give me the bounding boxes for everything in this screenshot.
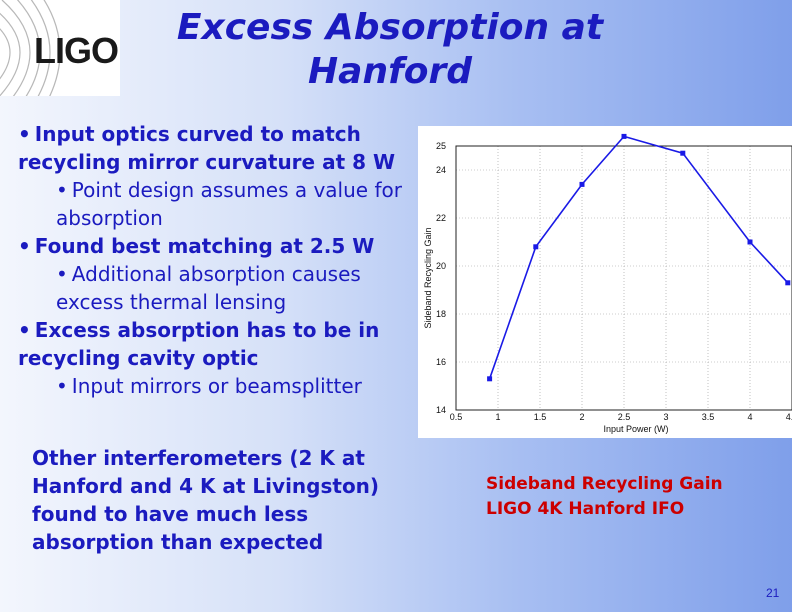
chart-caption: Sideband Recycling Gain LIGO 4K Hanford … <box>486 472 723 522</box>
data-point <box>487 376 493 382</box>
x-tick-label: 3.5 <box>702 412 715 422</box>
x-tick-label: 3 <box>663 412 668 422</box>
plot-frame <box>455 145 792 411</box>
y-axis-label: Sideband Recycling Gain <box>423 227 433 328</box>
x-tick-label: 1.5 <box>534 412 547 422</box>
series-line <box>488 135 789 380</box>
bullet-item: • Input optics curved to match recycling … <box>18 122 396 174</box>
y-tick-label: 14 <box>436 405 446 415</box>
x-axis-label: Input Power (W) <box>603 424 668 434</box>
page-number: 21 <box>766 586 780 600</box>
logo-arcs-graphic <box>0 0 61 96</box>
y-tick-label: 25 <box>436 141 446 151</box>
bullet-item: • Found best matching at 2.5 W <box>18 234 375 258</box>
x-tick-label: 1 <box>495 412 500 422</box>
bullet-glyph: • <box>56 178 68 202</box>
y-tick-label: 20 <box>436 261 446 271</box>
sub-bullet-item: • Additional absorption causes excess the… <box>56 262 361 314</box>
sub-bullet-item: • Point design assumes a value for absorp… <box>56 178 402 230</box>
bullet-glyph: • <box>18 122 31 146</box>
caption-line-1: Sideband Recycling Gain <box>486 474 723 494</box>
y-tick-label: 22 <box>436 213 446 223</box>
title-line-2: Hanford <box>308 51 472 92</box>
x-tick-label: 2 <box>579 412 584 422</box>
data-point <box>747 239 753 245</box>
data-point <box>680 150 686 156</box>
slide-title: Excess Absorption at Hanford <box>120 6 660 94</box>
data-point <box>785 280 791 286</box>
x-tick-label: 2.5 <box>618 412 631 422</box>
bullet-item: • Excess absorption has to be in recyclin… <box>18 318 380 370</box>
sub-bullet-item: • Input mirrors or beamsplitter <box>56 374 362 398</box>
bullet-glyph: • <box>56 374 68 398</box>
bullet-glyph: • <box>18 234 31 258</box>
logo-text: LIGO <box>34 30 119 71</box>
bullet-glyph: • <box>56 262 68 286</box>
y-tick-label: 24 <box>436 165 446 175</box>
y-tick-label: 18 <box>436 309 446 319</box>
bullet-glyph: • <box>18 318 31 342</box>
logo-panel: LIGO <box>0 0 120 96</box>
bullet-list: • Input optics curved to match recycling … <box>18 120 418 400</box>
y-tick-label: 16 <box>436 357 446 367</box>
data-point <box>579 181 585 187</box>
caption-line-2: LIGO 4K Hanford IFO <box>486 499 685 519</box>
data-point <box>533 244 539 250</box>
chart-panel: 0.5 1 1.5 2 2.5 3 3.5 4 4.5 14 16 18 20 22 24 25 Input P… <box>418 126 792 438</box>
x-tick-label: 0.5 <box>450 412 463 422</box>
other-interferometers-note: Other interferometers (2 K at Hanford an… <box>32 446 380 554</box>
data-point <box>621 133 627 139</box>
title-line-1: Excess Absorption at <box>176 7 604 48</box>
recycling-gain-chart: 0.5 1 1.5 2 2.5 3 3.5 4 4.5 14 16 18 20 22 24 25 Input P… <box>423 133 792 434</box>
x-tick-label: 4.5 <box>786 412 792 422</box>
x-tick-label: 4 <box>747 412 752 422</box>
